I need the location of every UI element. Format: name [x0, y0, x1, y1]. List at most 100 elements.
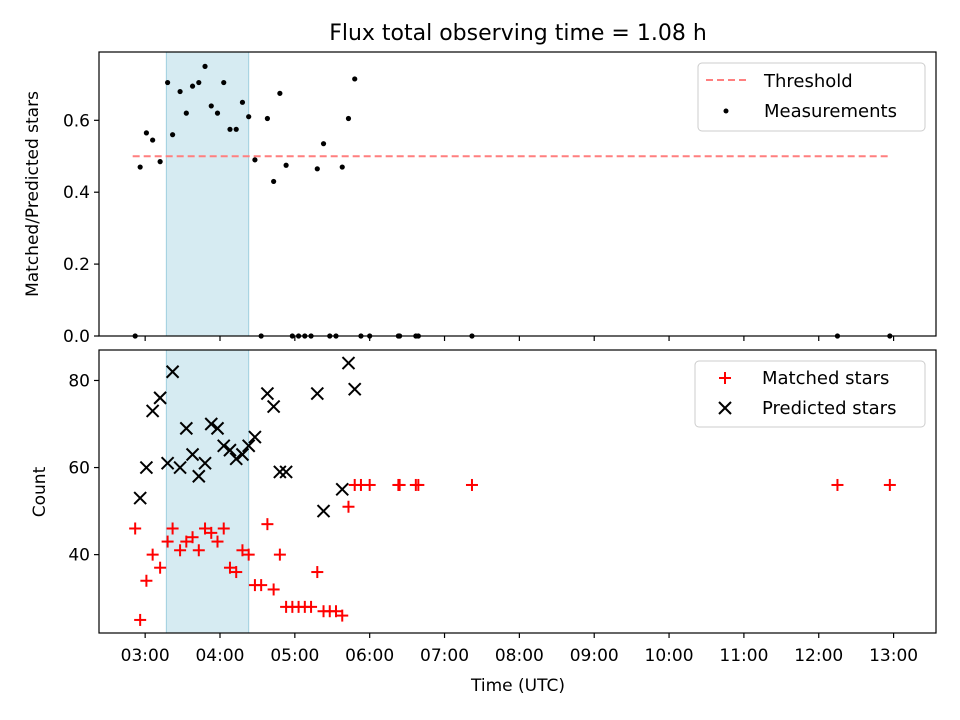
predicted-star-point — [279, 465, 293, 479]
predicted-star-point — [223, 443, 237, 457]
matched-star-point — [230, 566, 243, 579]
predicted-star-point — [241, 439, 256, 453]
x-tick-label: 05:00 — [270, 646, 319, 666]
bottom-axes-frame — [98, 349, 937, 634]
bottom-y-axis: 40 60 80 — [68, 371, 99, 566]
matched-star-point — [211, 535, 224, 548]
predicted-star-point — [273, 465, 287, 479]
measurement-point — [157, 159, 163, 165]
matched-star-point — [267, 583, 280, 596]
top-y-tick-label: 0.2 — [63, 255, 90, 275]
predicted-star-point — [341, 356, 356, 370]
top-x-ticks — [144, 336, 895, 341]
matched-star-point — [217, 522, 230, 535]
top-panel: Flux total observing time = 1.08 h 0.0 0.… — [23, 21, 937, 347]
predicted-star-point — [260, 386, 275, 401]
chart-title: Flux total observing time = 1.08 h — [329, 21, 707, 46]
predicted-star-point — [165, 365, 180, 379]
matched-star-point — [180, 535, 193, 548]
predicted-star-point — [145, 404, 160, 418]
matched-star-point — [330, 605, 343, 618]
matched-star-point — [273, 548, 286, 561]
predicted-star-point — [229, 452, 243, 466]
measurement-point — [345, 115, 352, 122]
top-y-tick-label: 0.0 — [63, 327, 90, 347]
x-tick-label: 04:00 — [195, 646, 244, 666]
measurement-point — [150, 137, 156, 143]
x-tick-label: 08:00 — [495, 646, 544, 666]
matched-star-point — [161, 535, 174, 548]
legend-predicted-swatch — [718, 401, 732, 415]
top-y-tick-label: 0.4 — [63, 183, 90, 203]
legend-matched-label: Matched stars — [762, 368, 889, 389]
matched-star-point — [192, 544, 205, 557]
measurement-point — [189, 83, 196, 89]
measurement-point — [233, 126, 239, 132]
predicted-star-point — [179, 421, 194, 436]
bottom-legend-box — [694, 360, 926, 428]
matched-star-point — [311, 566, 324, 579]
predicted-star-point — [173, 460, 187, 475]
bottom-legend: Matched stars Predicted stars — [694, 360, 926, 428]
matched-star-point — [261, 518, 274, 531]
top-axes-frame — [98, 51, 937, 337]
matched-star-point — [154, 561, 167, 574]
legend-threshold-label: Threshold — [763, 71, 853, 92]
bottom-highlight-span — [165, 349, 250, 634]
top-legend: Threshold Measurements — [697, 62, 926, 132]
measurement-point — [208, 103, 214, 109]
predicted-star-point — [266, 399, 281, 414]
measurement-point — [214, 110, 221, 116]
x-tick-label: 13:00 — [869, 646, 918, 666]
matched-star-point — [166, 522, 179, 535]
x-axis-label: Time (UTC) — [470, 676, 565, 696]
predicted-star-point — [133, 491, 147, 505]
top-y-axis-label: Matched/Predicted stars — [23, 91, 43, 297]
measurement-point — [239, 99, 246, 105]
matched-star-point — [223, 561, 236, 574]
matched-star-point — [255, 579, 268, 592]
predicted-star-point — [192, 469, 206, 483]
predicted-star-point — [217, 439, 231, 453]
measurement-point — [271, 178, 277, 185]
measurement-point — [183, 110, 189, 116]
measurement-point — [277, 90, 283, 96]
measurement-point — [352, 76, 358, 82]
top-legend-box — [697, 62, 926, 132]
predicted-star-point — [198, 456, 212, 470]
matched-star-point — [412, 478, 425, 491]
bottom-y-tick-label: 60 — [68, 459, 90, 479]
matched-star-point — [465, 478, 478, 491]
bottom-x-axis: 03:00 04:00 05:00 06:00 07:00 08:00 09:00 10:00… — [121, 633, 918, 666]
measurement-point — [252, 157, 258, 163]
measurement-point — [177, 88, 183, 95]
measurement-point — [202, 63, 208, 69]
predicted-star-point — [204, 417, 218, 431]
legend-predicted-label: Predicted stars — [762, 398, 896, 419]
measurement-point — [169, 132, 176, 138]
x-tick-label: 12:00 — [794, 646, 843, 666]
predicted-star-point — [235, 447, 250, 462]
predicted-star-point — [248, 430, 262, 444]
matched-star-point — [146, 548, 159, 561]
matched-star-point — [174, 544, 187, 557]
top-y-tick-label: 0.6 — [63, 111, 90, 131]
x-tick-label: 03:00 — [121, 646, 170, 666]
predicted-star-point — [139, 460, 154, 475]
bottom-y-tick-label: 80 — [68, 371, 90, 391]
x-tick-label: 11:00 — [719, 646, 768, 666]
legend-measurements-label: Measurements — [764, 101, 897, 122]
predicted-star-point — [210, 421, 225, 436]
predicted-star-point — [348, 382, 362, 396]
measurement-point — [196, 79, 202, 86]
matched-star-point — [393, 478, 406, 491]
predicted-star-point — [310, 386, 325, 401]
bottom-panel: 40 60 80 03:00 04:00 05:00 06:00 07:00 08:00 09:… — [30, 349, 937, 696]
measurement-point — [165, 79, 171, 86]
top-highlight-span — [165, 51, 250, 337]
matched-star-point — [342, 500, 355, 513]
matched-star-point — [199, 522, 212, 535]
x-tick-label: 06:00 — [345, 646, 394, 666]
measurement-point — [314, 166, 320, 172]
x-tick-label: 09:00 — [570, 646, 619, 666]
